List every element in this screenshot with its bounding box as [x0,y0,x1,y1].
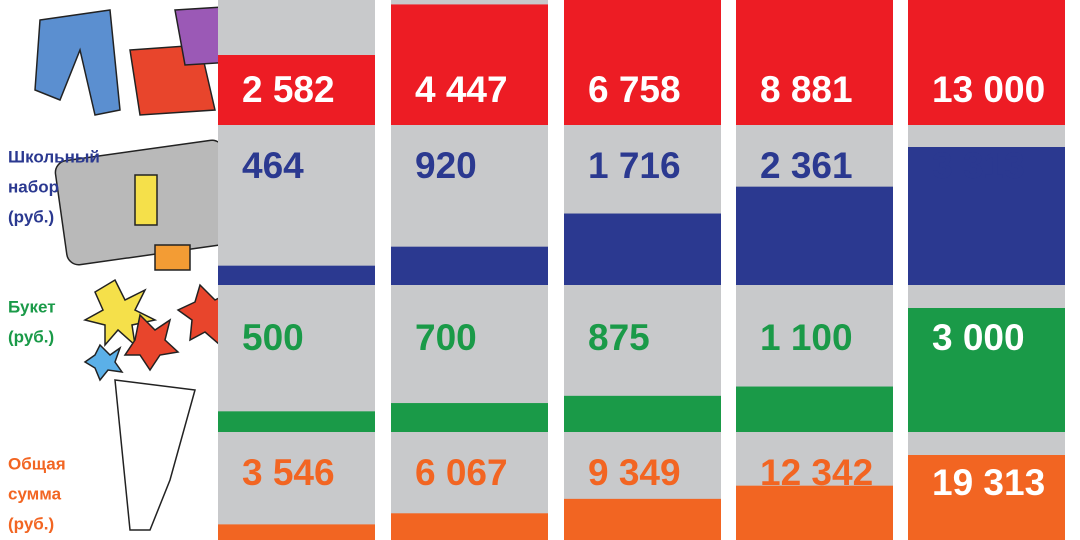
row-label: Букет [8,297,56,316]
value-label: 4 447 [415,69,508,110]
value-label: 8 881 [760,69,853,110]
bar [736,0,893,125]
row-label: (руб.) [8,514,54,533]
value-label: 3 546 [242,452,335,493]
bar [391,4,548,125]
row-label: (руб.) [8,327,54,346]
row-label: Общая [8,454,66,473]
value-label: 2 361 [760,145,853,186]
row-label: набор [8,177,59,196]
bar [218,411,375,432]
value-label: 1 100 [760,317,853,358]
row-label: (руб.) [8,207,54,226]
value-label: 9 349 [588,452,681,493]
bar [564,213,721,285]
bar [736,186,893,285]
bar [564,0,721,125]
value-label: 2 582 [242,69,335,110]
value-label: 3 000 [932,317,1025,358]
bar [564,498,721,540]
value-label: 12 342 [760,452,873,493]
bar [391,246,548,285]
bar [391,513,548,540]
row-label: сумма [8,484,62,503]
value-label: 700 [415,317,477,358]
bar [564,395,721,432]
bar [908,455,1065,540]
row-label: Школьный [8,147,100,166]
bar [391,403,548,432]
value-label: 3 313 [932,145,1025,186]
value-label: 464 [242,145,304,186]
value-label: 875 [588,317,650,358]
value-label: 1 716 [588,145,681,186]
value-label: 500 [242,317,304,358]
value-label: 19 313 [932,462,1045,503]
bar [218,265,375,285]
value-label: 13 000 [932,69,1045,110]
bar [908,308,1065,432]
value-label: 920 [415,145,477,186]
bar [218,524,375,540]
value-label: 6 067 [415,452,508,493]
bar [736,485,893,540]
value-label: 6 758 [588,69,681,110]
bar [736,386,893,432]
bar [908,0,1065,125]
bar [218,55,375,125]
bar [908,147,1065,285]
